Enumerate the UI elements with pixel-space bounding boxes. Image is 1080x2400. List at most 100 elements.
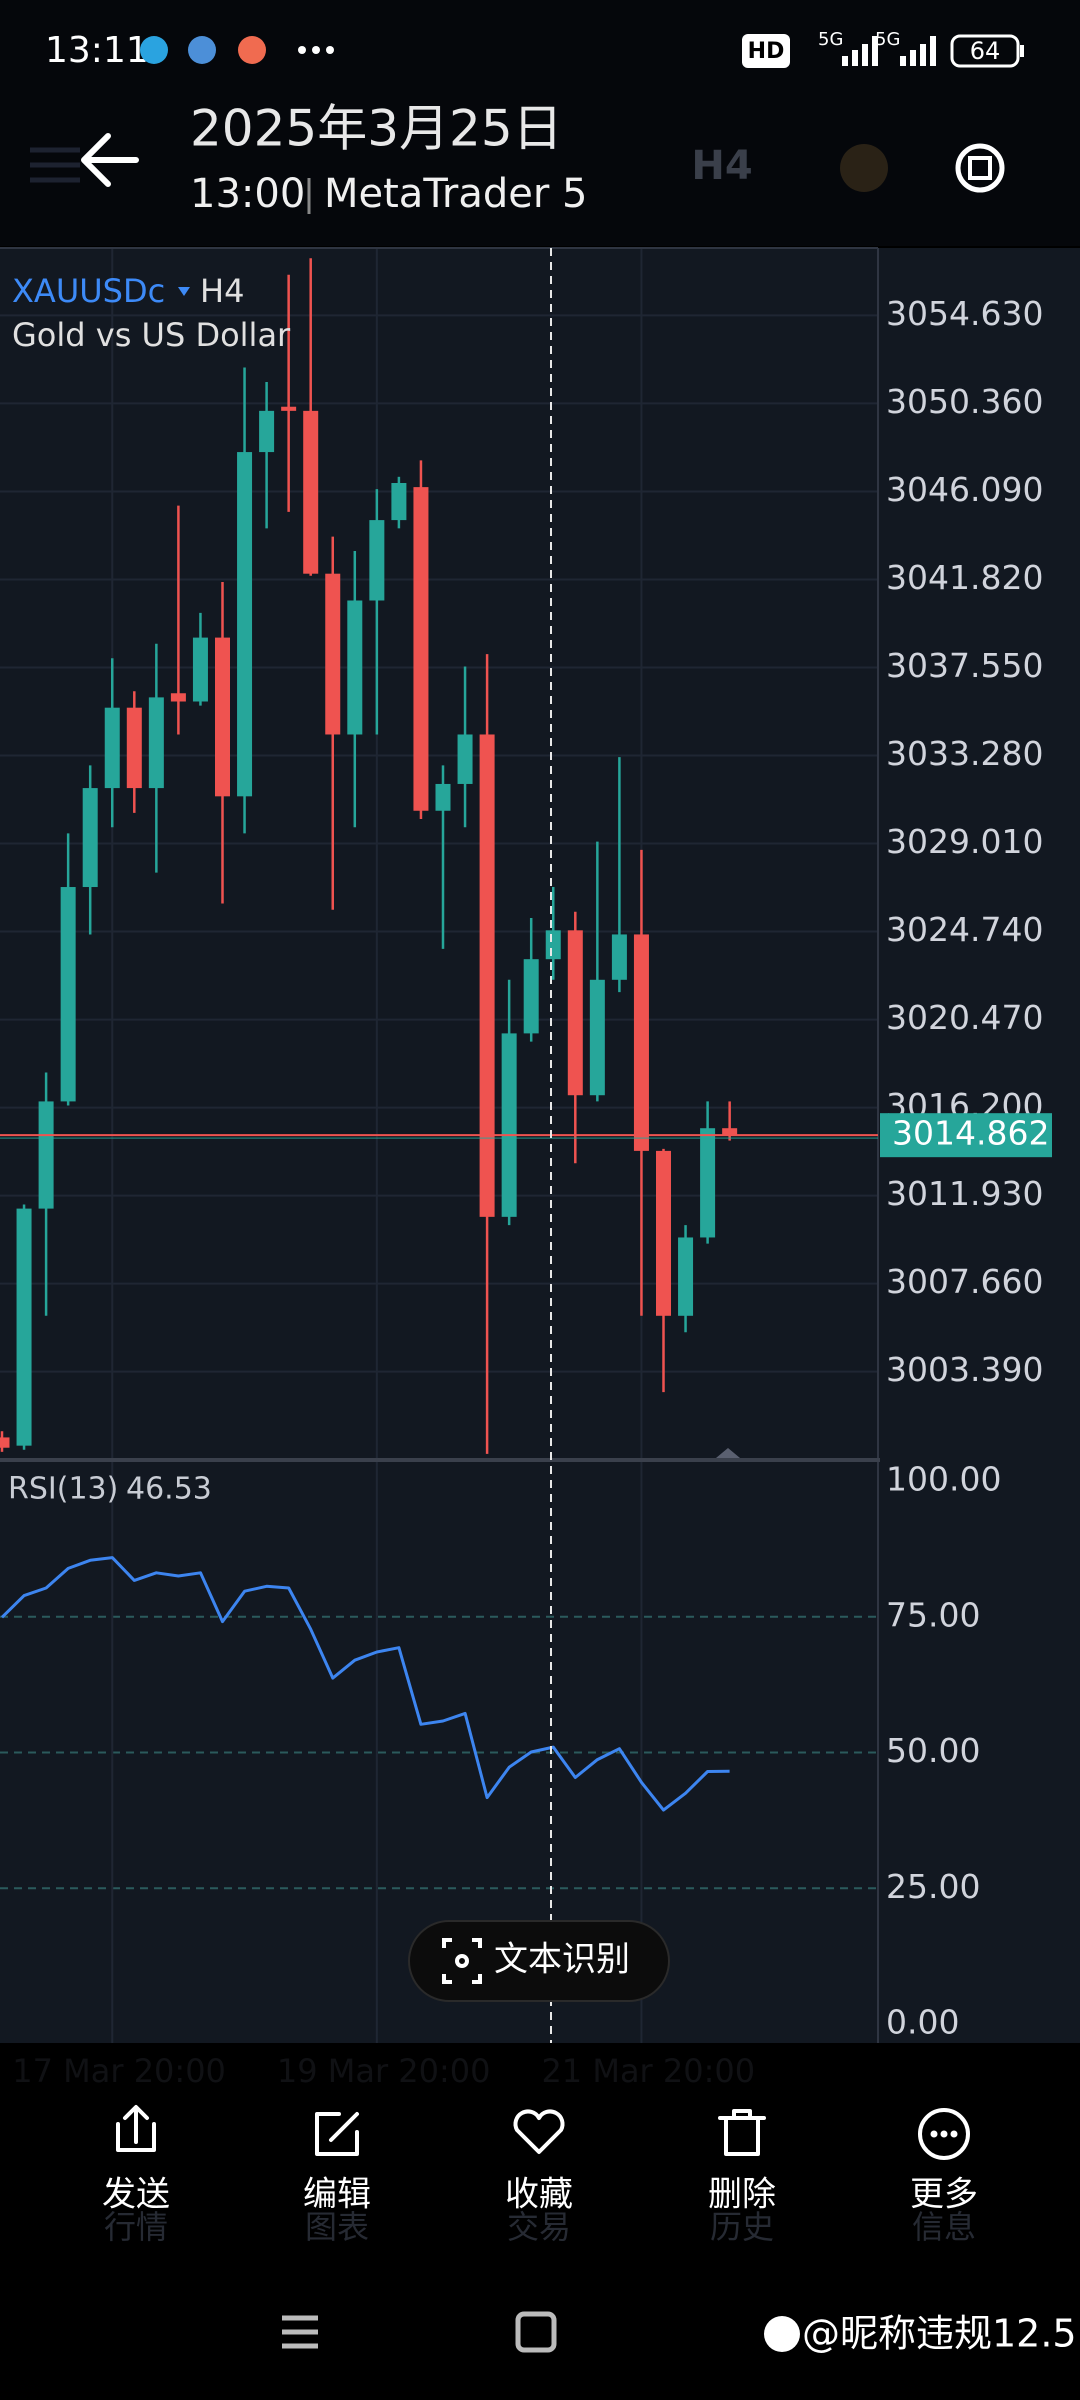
symbol[interactable]: XAUUSDc — [12, 272, 165, 310]
indicator-value: 46.53 — [126, 1472, 212, 1507]
action-item[interactable]: 编辑 — [303, 2112, 371, 2215]
ocr-icon — [442, 1938, 482, 1984]
candle-body — [237, 452, 253, 797]
status-icon — [140, 36, 168, 64]
candle-body — [0, 1437, 10, 1448]
candle-body — [192, 637, 208, 702]
watermark-logo — [764, 2316, 800, 2352]
action-list: 行情 图表 交易 历史 信息 发送 编辑 收藏 删除 更多 — [102, 2105, 978, 2246]
action-icon — [718, 2109, 766, 2156]
y-tick-label: 3029.010 — [886, 822, 1043, 861]
rotate-icon — [968, 156, 992, 180]
candle-body — [369, 520, 385, 601]
candle-body — [722, 1128, 738, 1136]
candle-body — [435, 783, 451, 811]
current-price-box — [880, 1113, 1052, 1158]
candle-body — [259, 410, 275, 453]
y-tick-label: 3050.360 — [886, 382, 1043, 421]
candle-body — [38, 1101, 54, 1209]
action-label: 发送 — [102, 2175, 170, 2215]
toolbar-timeframe: H4 — [691, 143, 752, 189]
y-tick-label: 75.00 — [886, 1595, 980, 1634]
menu-icon-faded — [30, 147, 80, 183]
indicator-name: RSI(13) — [8, 1472, 118, 1507]
y-tick-label: 100.00 — [886, 1460, 1001, 1499]
status-more — [298, 46, 334, 54]
ocr-label: 文本识别 — [494, 1940, 630, 1980]
candle-body — [589, 979, 605, 1096]
rotate-button[interactable] — [955, 143, 1005, 193]
y-tick-label: 3003.390 — [886, 1350, 1043, 1389]
candle-body — [567, 930, 583, 1096]
action-icon — [918, 2108, 970, 2160]
action-icon — [116, 2105, 156, 2152]
nav-buttons — [282, 2311, 557, 2353]
action-label: 删除 — [708, 2175, 776, 2215]
candle-body — [479, 734, 495, 1217]
y-tick-label: 3033.280 — [886, 734, 1043, 773]
battery — [950, 34, 1020, 68]
nav-bar — [0, 2273, 1080, 2400]
action-item[interactable]: 发送 — [102, 2105, 170, 2215]
candle-body — [303, 410, 319, 574]
candle-body — [281, 406, 297, 411]
symbol-dropdown[interactable] — [178, 287, 190, 296]
tab-label: 交易 — [507, 2208, 571, 2246]
action-item[interactable]: 删除 — [708, 2109, 776, 2215]
current-price-label: 3014.862 — [892, 1114, 1049, 1153]
y-tick-label: 3020.470 — [886, 998, 1043, 1037]
hd-badge — [742, 34, 790, 68]
candle-body — [82, 788, 98, 888]
signal-icon — [842, 36, 878, 66]
y-tick-label: 25.00 — [886, 1867, 980, 1906]
action-icon-dot — [940, 2130, 948, 2138]
candle-body — [678, 1237, 694, 1316]
nav-menu[interactable] — [282, 2315, 318, 2349]
candle-body — [347, 600, 363, 735]
status-icon — [238, 36, 266, 64]
y-tick-label: 50.00 — [886, 1731, 980, 1770]
candle-body — [148, 697, 164, 789]
candle-body — [325, 573, 341, 735]
battery-level: 64 — [970, 37, 1001, 65]
candle-body — [611, 934, 627, 980]
candle-body — [126, 707, 142, 789]
candle-body — [700, 1128, 716, 1238]
header-date: 2025年3月25日 — [190, 100, 563, 158]
toolbar-icon-faded — [840, 144, 888, 192]
battery-tip — [1020, 45, 1024, 57]
watermark: @昵称违规12.5 — [802, 2312, 1077, 2356]
header-bg — [0, 0, 1080, 246]
action-icon-dot — [930, 2130, 938, 2138]
scroll-marker — [716, 1448, 740, 1458]
candle-body — [633, 934, 649, 1151]
tab-label: 信息 — [912, 2208, 976, 2246]
action-icon — [513, 2109, 565, 2154]
y-tick-label: 3054.630 — [886, 294, 1043, 333]
header-app: MetaTrader 5 — [324, 171, 587, 217]
candle-body — [16, 1208, 32, 1446]
candle-body — [501, 1033, 517, 1217]
subtitle: Gold vs US Dollar — [12, 316, 291, 354]
status-time: 13:11 — [45, 30, 149, 71]
header-time: 13:00 — [190, 171, 305, 217]
timeframe: H4 — [200, 272, 244, 310]
candle-body — [391, 482, 407, 521]
rsi-line — [0, 1556, 730, 1812]
tab-label: 历史 — [710, 2208, 774, 2246]
signal-icon — [900, 36, 936, 66]
nav-home[interactable] — [515, 2311, 557, 2353]
y-tick-label: 3041.820 — [886, 558, 1043, 597]
y-tick-label: 3037.550 — [886, 646, 1043, 685]
y-tick-label: 3011.930 — [886, 1174, 1043, 1213]
candle-body — [215, 637, 230, 797]
back-button[interactable] — [81, 133, 139, 187]
action-item[interactable]: 更多 — [910, 2108, 978, 2215]
status-icon — [188, 36, 216, 64]
action-label: 编辑 — [303, 2175, 371, 2215]
y-tick-label: 0.00 — [886, 2003, 959, 2042]
action-item[interactable]: 收藏 — [505, 2109, 573, 2215]
candle-body — [413, 487, 429, 811]
